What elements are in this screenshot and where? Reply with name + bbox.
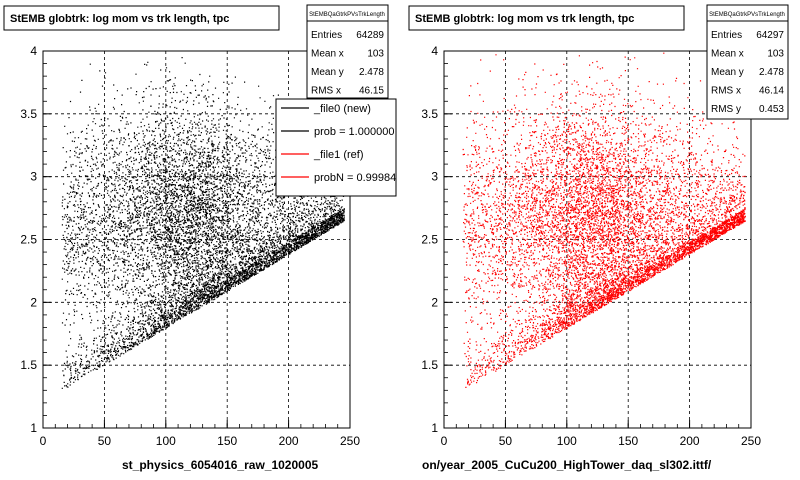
right-stats-label: RMS y bbox=[711, 104, 741, 115]
left-stats-value: 46.15 bbox=[359, 86, 384, 97]
right-ytick-label-1.5: 1.5 bbox=[421, 358, 438, 372]
legend-entry-label: prob = 1.000000 bbox=[314, 126, 394, 138]
right-stats-value: 64297 bbox=[756, 30, 784, 41]
right-scatter-points bbox=[462, 52, 746, 388]
right-ytick-label-3.5: 3.5 bbox=[421, 107, 438, 121]
legend-entry-label: _file1 (ref) bbox=[313, 149, 364, 161]
left-stats-value: 64289 bbox=[356, 30, 384, 41]
right-stats-box[interactable]: StEMBQaGtrkPVsTrkLength Entries 64297 Mean… bbox=[706, 4, 789, 120]
left-title-box bbox=[3, 5, 280, 31]
legend-entry-label: probN = 0.99984 bbox=[314, 172, 396, 184]
left-x-axis-label: st_physics_6054016_raw_1020005 bbox=[122, 458, 318, 472]
left-ytick-label-3: 3 bbox=[30, 170, 37, 184]
left-stats-box[interactable]: StEMBQaGtrkPVsTrkLength Entries 64289 Mean… bbox=[306, 4, 389, 99]
right-stats-value: 2.478 bbox=[759, 67, 784, 78]
left-scatter-cloud bbox=[61, 57, 345, 389]
left-ytick-label-3.5: 3.5 bbox=[20, 107, 37, 121]
right-ytick-label-2.5: 2.5 bbox=[421, 233, 438, 247]
left-xtick-label-250: 250 bbox=[340, 434, 360, 448]
right-xtick-label-150: 150 bbox=[618, 434, 638, 448]
left-stats-label: RMS x bbox=[311, 86, 341, 97]
left-y-axis: 1 1.5 2 2.5 3 3.5 4 bbox=[20, 44, 51, 435]
left-stats-label: Entries bbox=[311, 30, 342, 41]
right-x-axis: 0 50 100 150 200 250 bbox=[441, 420, 761, 448]
right-stats-label: Mean y bbox=[711, 67, 744, 78]
left-xtick-label-100: 100 bbox=[156, 434, 176, 448]
left-stats-label: Mean x bbox=[311, 49, 344, 60]
legend-entry-label: _file0 (new) bbox=[313, 103, 371, 115]
left-xtick-label-0: 0 bbox=[40, 434, 47, 448]
right-ytick-label-4: 4 bbox=[431, 44, 438, 58]
right-xtick-label-0: 0 bbox=[441, 434, 448, 448]
right-title: StEMB globtrk: log mom vs trk length, tp… bbox=[415, 13, 634, 25]
left-stats-label: Mean y bbox=[311, 67, 344, 78]
left-xtick-label-50: 50 bbox=[98, 434, 112, 448]
left-scatter-points bbox=[61, 57, 345, 389]
left-xtick-label-200: 200 bbox=[279, 434, 299, 448]
right-stats-label: Entries bbox=[711, 30, 742, 41]
right-ytick-label-1: 1 bbox=[431, 421, 438, 435]
right-ytick-label-3: 3 bbox=[431, 170, 438, 184]
right-xtick-label-50: 50 bbox=[499, 434, 513, 448]
right-stats-label: RMS x bbox=[711, 86, 741, 97]
right-panel: StEMB globtrk: log mom vs trk length, tp… bbox=[408, 4, 789, 472]
left-ytick-label-1: 1 bbox=[30, 421, 37, 435]
right-stats-value: 103 bbox=[767, 49, 784, 60]
right-x-axis-label: on/year_2005_CuCu200_HighTower_daq_sl302… bbox=[422, 458, 712, 472]
left-ytick-label-1.5: 1.5 bbox=[20, 358, 37, 372]
right-stats-value: 0.453 bbox=[759, 104, 784, 115]
left-stats-name: StEMBQaGtrkPVsTrkLength bbox=[309, 12, 385, 18]
left-stats-value: 2.478 bbox=[359, 67, 384, 78]
left-legend[interactable]: _file0 (new) prob = 1.000000 _file1 (ref) p… bbox=[275, 98, 397, 197]
right-title-box bbox=[408, 5, 685, 31]
right-y-axis: 1 1.5 2 2.5 3 3.5 4 bbox=[421, 44, 452, 435]
right-stats-value: 46.14 bbox=[759, 86, 784, 97]
left-xtick-label-150: 150 bbox=[217, 434, 237, 448]
right-stats-name: StEMBQaGtrkPVsTrkLength bbox=[709, 12, 785, 18]
left-panel: StEMB globtrk: log mom vs trk length, tp… bbox=[3, 4, 397, 472]
left-ytick-label-2.5: 2.5 bbox=[20, 233, 37, 247]
right-scatter-cloud bbox=[462, 52, 746, 388]
right-xtick-label-100: 100 bbox=[557, 434, 577, 448]
right-ytick-label-2: 2 bbox=[431, 295, 438, 309]
right-stats-label: Mean x bbox=[711, 49, 744, 60]
left-x-axis: 0 50 100 150 200 250 bbox=[40, 420, 360, 448]
right-xtick-label-250: 250 bbox=[741, 434, 761, 448]
right-xtick-label-200: 200 bbox=[680, 434, 700, 448]
left-ytick-label-4: 4 bbox=[30, 44, 37, 58]
left-title: StEMB globtrk: log mom vs trk length, tp… bbox=[10, 13, 229, 25]
left-ytick-label-2: 2 bbox=[30, 295, 37, 309]
left-stats-value: 103 bbox=[367, 49, 384, 60]
